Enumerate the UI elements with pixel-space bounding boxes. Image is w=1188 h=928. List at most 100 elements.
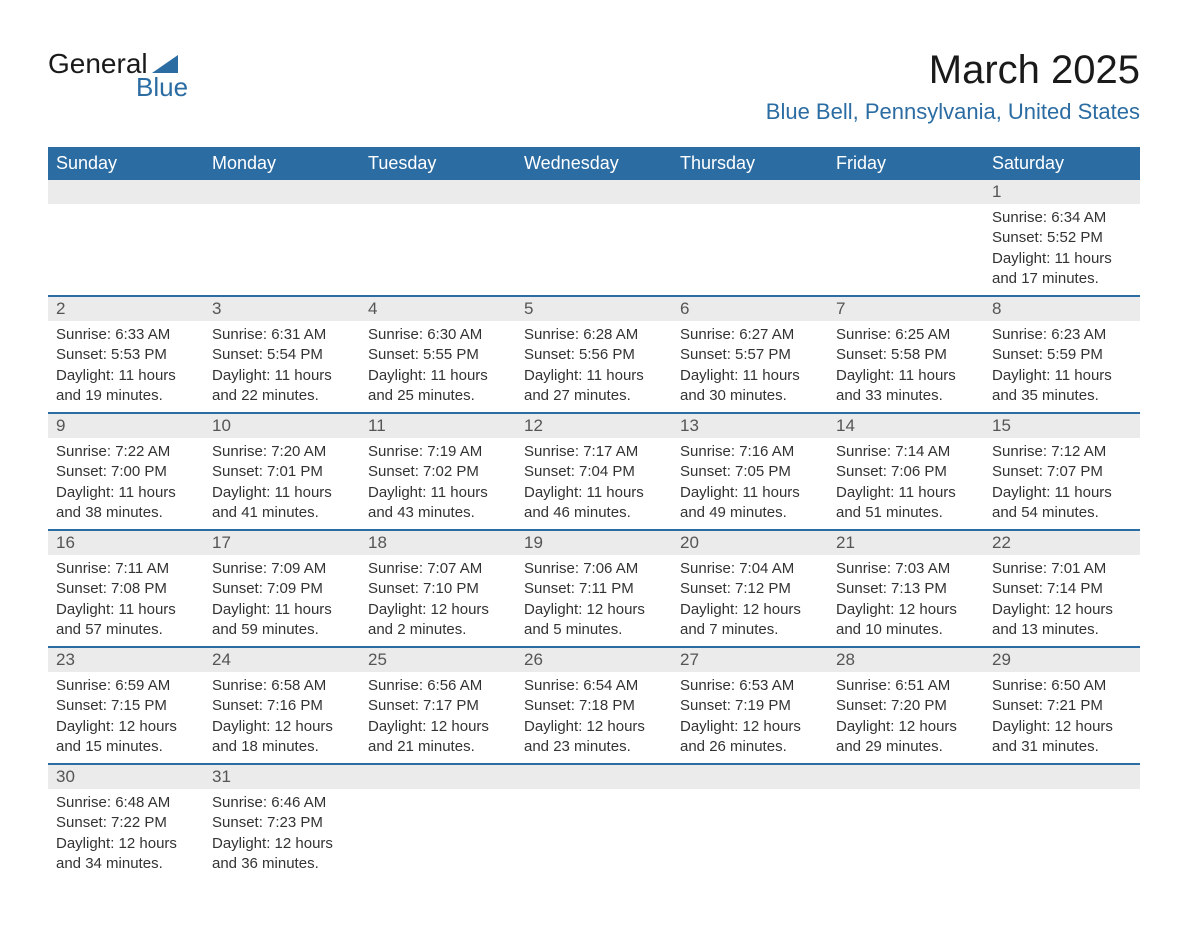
day-sunrise: Sunrise: 6:54 AM bbox=[524, 676, 664, 696]
day-number: 5 bbox=[516, 297, 672, 321]
day-number: 23 bbox=[48, 648, 204, 672]
day-day1: Daylight: 11 hours bbox=[56, 483, 196, 503]
day-sunset: Sunset: 7:14 PM bbox=[992, 579, 1132, 599]
day-day1: Daylight: 11 hours bbox=[212, 483, 352, 503]
day-body: Sunrise: 7:09 AMSunset: 7:09 PMDaylight:… bbox=[204, 555, 360, 646]
day-number: 29 bbox=[984, 648, 1140, 672]
day-sunrise: Sunrise: 7:03 AM bbox=[836, 559, 976, 579]
day-day2: and 35 minutes. bbox=[992, 386, 1132, 406]
day-body: Sunrise: 7:06 AMSunset: 7:11 PMDaylight:… bbox=[516, 555, 672, 646]
calendar-day-cell bbox=[516, 180, 672, 296]
day-sunrise: Sunrise: 7:17 AM bbox=[524, 442, 664, 462]
calendar-day-cell: 1Sunrise: 6:34 AMSunset: 5:52 PMDaylight… bbox=[984, 180, 1140, 296]
calendar-day-cell: 15Sunrise: 7:12 AMSunset: 7:07 PMDayligh… bbox=[984, 413, 1140, 530]
day-sunset: Sunset: 7:10 PM bbox=[368, 579, 508, 599]
day-day2: and 36 minutes. bbox=[212, 854, 352, 874]
page-title: March 2025 bbox=[766, 48, 1140, 93]
day-day2: and 17 minutes. bbox=[992, 269, 1132, 289]
day-sunset: Sunset: 7:19 PM bbox=[680, 696, 820, 716]
calendar-day-cell: 25Sunrise: 6:56 AMSunset: 7:17 PMDayligh… bbox=[360, 647, 516, 764]
header: General Blue March 2025 Blue Bell, Penns… bbox=[48, 48, 1140, 135]
day-day1: Daylight: 11 hours bbox=[524, 366, 664, 386]
day-day2: and 38 minutes. bbox=[56, 503, 196, 523]
day-body: Sunrise: 7:03 AMSunset: 7:13 PMDaylight:… bbox=[828, 555, 984, 646]
calendar-day-cell: 12Sunrise: 7:17 AMSunset: 7:04 PMDayligh… bbox=[516, 413, 672, 530]
day-number bbox=[48, 180, 204, 204]
day-day2: and 59 minutes. bbox=[212, 620, 352, 640]
day-sunset: Sunset: 7:02 PM bbox=[368, 462, 508, 482]
calendar-day-cell: 11Sunrise: 7:19 AMSunset: 7:02 PMDayligh… bbox=[360, 413, 516, 530]
day-sunset: Sunset: 7:12 PM bbox=[680, 579, 820, 599]
day-day1: Daylight: 12 hours bbox=[680, 717, 820, 737]
day-sunrise: Sunrise: 6:53 AM bbox=[680, 676, 820, 696]
day-day2: and 21 minutes. bbox=[368, 737, 508, 757]
day-sunrise: Sunrise: 7:12 AM bbox=[992, 442, 1132, 462]
day-day1: Daylight: 11 hours bbox=[992, 483, 1132, 503]
calendar-day-cell: 26Sunrise: 6:54 AMSunset: 7:18 PMDayligh… bbox=[516, 647, 672, 764]
day-number: 11 bbox=[360, 414, 516, 438]
calendar-day-cell: 30Sunrise: 6:48 AMSunset: 7:22 PMDayligh… bbox=[48, 764, 204, 880]
day-sunset: Sunset: 5:59 PM bbox=[992, 345, 1132, 365]
day-sunrise: Sunrise: 7:09 AM bbox=[212, 559, 352, 579]
day-number: 16 bbox=[48, 531, 204, 555]
day-day2: and 19 minutes. bbox=[56, 386, 196, 406]
day-sunrise: Sunrise: 6:33 AM bbox=[56, 325, 196, 345]
day-day1: Daylight: 11 hours bbox=[524, 483, 664, 503]
day-day1: Daylight: 12 hours bbox=[992, 717, 1132, 737]
day-day1: Daylight: 12 hours bbox=[368, 600, 508, 620]
day-day2: and 15 minutes. bbox=[56, 737, 196, 757]
day-number bbox=[204, 180, 360, 204]
day-sunset: Sunset: 5:57 PM bbox=[680, 345, 820, 365]
calendar-day-cell: 5Sunrise: 6:28 AMSunset: 5:56 PMDaylight… bbox=[516, 296, 672, 413]
day-body: Sunrise: 6:27 AMSunset: 5:57 PMDaylight:… bbox=[672, 321, 828, 412]
calendar-week-row: 9Sunrise: 7:22 AMSunset: 7:00 PMDaylight… bbox=[48, 413, 1140, 530]
day-day2: and 2 minutes. bbox=[368, 620, 508, 640]
day-number: 30 bbox=[48, 765, 204, 789]
calendar-day-cell: 24Sunrise: 6:58 AMSunset: 7:16 PMDayligh… bbox=[204, 647, 360, 764]
calendar-week-row: 23Sunrise: 6:59 AMSunset: 7:15 PMDayligh… bbox=[48, 647, 1140, 764]
day-body: Sunrise: 7:14 AMSunset: 7:06 PMDaylight:… bbox=[828, 438, 984, 529]
day-sunrise: Sunrise: 6:23 AM bbox=[992, 325, 1132, 345]
day-sunset: Sunset: 7:16 PM bbox=[212, 696, 352, 716]
day-sunset: Sunset: 7:00 PM bbox=[56, 462, 196, 482]
day-body: Sunrise: 7:20 AMSunset: 7:01 PMDaylight:… bbox=[204, 438, 360, 529]
day-sunrise: Sunrise: 6:51 AM bbox=[836, 676, 976, 696]
day-number: 2 bbox=[48, 297, 204, 321]
day-number bbox=[516, 765, 672, 789]
day-number: 21 bbox=[828, 531, 984, 555]
day-day2: and 27 minutes. bbox=[524, 386, 664, 406]
day-number bbox=[828, 180, 984, 204]
calendar-day-cell bbox=[672, 180, 828, 296]
day-day1: Daylight: 11 hours bbox=[680, 366, 820, 386]
weekday-header: Monday bbox=[204, 147, 360, 180]
day-sunrise: Sunrise: 6:27 AM bbox=[680, 325, 820, 345]
calendar-day-cell: 7Sunrise: 6:25 AMSunset: 5:58 PMDaylight… bbox=[828, 296, 984, 413]
day-number: 14 bbox=[828, 414, 984, 438]
calendar-day-cell: 8Sunrise: 6:23 AMSunset: 5:59 PMDaylight… bbox=[984, 296, 1140, 413]
day-number bbox=[516, 180, 672, 204]
day-day2: and 31 minutes. bbox=[992, 737, 1132, 757]
day-sunset: Sunset: 7:17 PM bbox=[368, 696, 508, 716]
day-day2: and 46 minutes. bbox=[524, 503, 664, 523]
day-number bbox=[984, 765, 1140, 789]
calendar-day-cell: 20Sunrise: 7:04 AMSunset: 7:12 PMDayligh… bbox=[672, 530, 828, 647]
weekday-header: Wednesday bbox=[516, 147, 672, 180]
calendar-day-cell: 17Sunrise: 7:09 AMSunset: 7:09 PMDayligh… bbox=[204, 530, 360, 647]
logo: General Blue bbox=[48, 48, 188, 103]
day-sunrise: Sunrise: 7:01 AM bbox=[992, 559, 1132, 579]
calendar-day-cell: 3Sunrise: 6:31 AMSunset: 5:54 PMDaylight… bbox=[204, 296, 360, 413]
day-sunset: Sunset: 7:08 PM bbox=[56, 579, 196, 599]
day-sunset: Sunset: 5:58 PM bbox=[836, 345, 976, 365]
day-day1: Daylight: 12 hours bbox=[524, 717, 664, 737]
day-number: 13 bbox=[672, 414, 828, 438]
calendar-day-cell: 23Sunrise: 6:59 AMSunset: 7:15 PMDayligh… bbox=[48, 647, 204, 764]
calendar-day-cell: 29Sunrise: 6:50 AMSunset: 7:21 PMDayligh… bbox=[984, 647, 1140, 764]
day-sunset: Sunset: 7:09 PM bbox=[212, 579, 352, 599]
weekday-header-row: SundayMondayTuesdayWednesdayThursdayFrid… bbox=[48, 147, 1140, 180]
calendar-day-cell bbox=[984, 764, 1140, 880]
day-sunrise: Sunrise: 6:58 AM bbox=[212, 676, 352, 696]
day-sunset: Sunset: 7:18 PM bbox=[524, 696, 664, 716]
day-sunrise: Sunrise: 7:22 AM bbox=[56, 442, 196, 462]
calendar-day-cell: 31Sunrise: 6:46 AMSunset: 7:23 PMDayligh… bbox=[204, 764, 360, 880]
day-sunrise: Sunrise: 6:56 AM bbox=[368, 676, 508, 696]
